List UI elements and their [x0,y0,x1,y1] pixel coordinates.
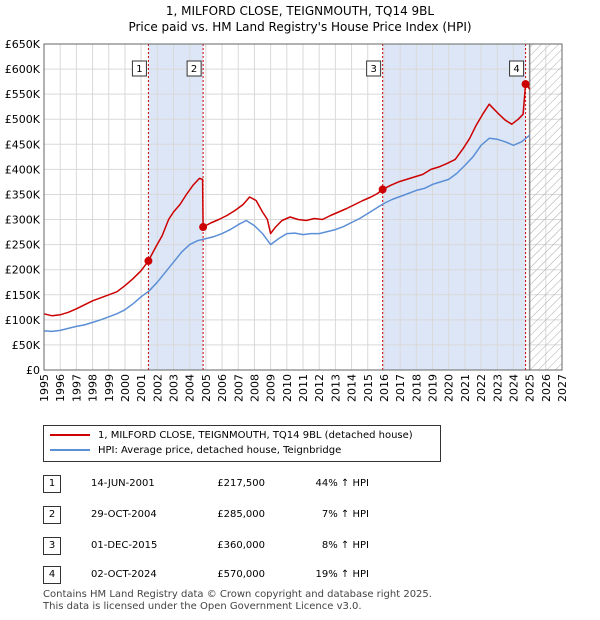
y-tick-label: £600K [5,63,41,76]
forecast-hatch [529,44,562,370]
x-tick-label: 1995 [38,374,51,402]
x-tick-label: 1996 [54,374,67,402]
transaction-number: 4 [43,566,61,584]
chart-subtitle: Price paid vs. HM Land Registry's House … [128,20,472,34]
legend-entry-property: 1, MILFORD CLOSE, TEIGNMOUTH, TQ14 9BL (… [50,429,413,443]
sale-label-box [186,60,202,77]
transaction-number: 3 [43,537,61,555]
x-tick-label: 2006 [216,374,229,402]
x-tick-label: 2015 [362,374,375,402]
chart-title: 1, MILFORD CLOSE, TEIGNMOUTH, TQ14 9BL [165,4,435,18]
transaction-date: 29-OCT-2004 [91,509,157,520]
x-tick-label: 2008 [248,374,261,402]
transaction-hpi-change: 44% ↑ HPI [315,478,369,489]
transaction-row: 3 01-DEC-2015 £360,000 8% ↑ HPI [43,537,563,555]
x-tick-label: 2012 [313,374,326,402]
x-tick-label: 2026 [540,374,553,402]
ownership-period-shade [148,44,204,370]
y-tick-label: £200K [5,264,41,277]
y-tick-label: £250K [5,239,41,252]
transaction-price: £285,000 [217,509,265,520]
sale-label-text: 3 [370,64,376,75]
legend-label-property: 1, MILFORD CLOSE, TEIGNMOUTH, TQ14 9BL (… [98,430,413,441]
x-tick-label: 2024 [507,374,520,402]
transaction-date: 02-OCT-2024 [91,569,157,580]
transaction-date: 14-JUN-2001 [91,478,155,489]
transaction-hpi-change: 8% ↑ HPI [321,540,369,551]
y-tick-label: £0 [26,364,40,377]
y-tick-label: £50K [12,339,41,352]
x-tick-label: 2019 [427,374,440,402]
transaction-price: £360,000 [217,540,265,551]
x-tick-label: 2009 [265,374,278,402]
x-tick-label: 2020 [443,374,456,402]
y-tick-label: £150K [5,289,41,302]
chart-legend: 1, MILFORD CLOSE, TEIGNMOUTH, TQ14 9BL (… [43,425,441,462]
y-tick-label: £550K [5,88,41,101]
x-tick-label: 2027 [556,374,569,402]
sale-label-text: 1 [136,64,142,75]
x-tick-label: 2018 [410,374,423,402]
sale-label-text: 4 [513,64,519,75]
x-tick-label: 1999 [103,374,116,402]
price-chart: 1 2 3 4 £0 £50K £100K £150K £200K £250K £300K £350… [5,38,569,402]
legend-label-hpi: HPI: Average price, detached house, Teig… [98,445,342,456]
x-tick-label: 1998 [87,374,100,402]
transaction-price: £570,000 [217,569,265,580]
sale-point [378,185,387,194]
x-tick-label: 2021 [459,374,472,402]
transaction-row: 1 14-JUN-2001 £217,500 44% ↑ HPI [43,475,563,493]
transaction-row: 4 02-OCT-2024 £570,000 19% ↑ HPI [43,566,563,584]
y-tick-label: £450K [5,138,41,151]
plot-frame [43,43,563,371]
footer-license: This data is licensed under the Open Gov… [43,601,362,612]
x-tick-label: 2000 [119,374,132,402]
x-tick-label: 2025 [524,374,537,402]
sale-label-text: 2 [191,64,197,75]
x-tick-label: 2007 [232,374,245,402]
transaction-row: 2 29-OCT-2004 £285,000 7% ↑ HPI [43,506,563,524]
sale-point [521,80,530,89]
y-tick-label: £100K [5,314,41,327]
x-tick-label: 2016 [378,374,391,402]
sale-label-box [131,60,147,77]
x-tick-label: 2004 [184,374,197,402]
legend-swatch-hpi [50,449,90,451]
x-tick-label: 2002 [151,374,164,402]
transaction-hpi-change: 7% ↑ HPI [321,509,369,520]
x-tick-label: 1997 [70,374,83,402]
y-tick-label: £650K [5,38,41,51]
x-tick-label: 2022 [475,374,488,402]
y-tick-label: £400K [5,163,41,176]
x-tick-label: 2023 [491,374,504,402]
transaction-price: £217,500 [217,478,265,489]
sale-point [144,256,153,265]
y-tick-label: £300K [5,214,41,227]
x-tick-label: 2011 [297,374,310,402]
transaction-number: 1 [43,475,61,493]
sale-label-box [509,60,525,77]
transaction-date: 01-DEC-2015 [91,540,158,551]
x-tick-label: 2003 [168,374,181,402]
x-tick-label: 2014 [346,374,359,402]
y-tick-label: £500K [5,113,41,126]
x-tick-label: 2005 [200,374,213,402]
footer-copyright: Contains HM Land Registry data © Crown c… [43,589,432,600]
sale-point [199,223,208,232]
legend-swatch-property [50,434,90,436]
y-tick-label: £350K [5,188,41,201]
x-tick-label: 2017 [394,374,407,402]
transaction-hpi-change: 19% ↑ HPI [315,569,369,580]
property-price-line [43,83,531,317]
ownership-period-shade [382,44,526,370]
hpi-line [43,134,531,333]
legend-entry-hpi: HPI: Average price, detached house, Teig… [50,444,341,458]
transaction-number: 2 [43,506,61,524]
x-tick-label: 2013 [329,374,342,402]
sale-label-box [366,60,382,77]
x-tick-label: 2010 [281,374,294,402]
x-tick-label: 2001 [135,374,148,402]
